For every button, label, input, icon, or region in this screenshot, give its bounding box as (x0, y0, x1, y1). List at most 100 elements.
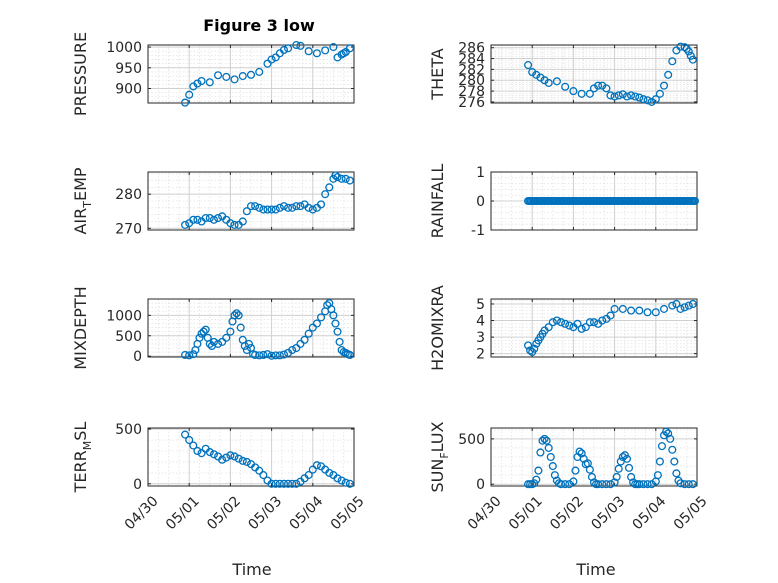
data-point (288, 346, 297, 355)
data-point (341, 478, 350, 487)
data-point (530, 344, 539, 353)
data-point (234, 311, 243, 320)
data-point (230, 311, 239, 320)
data-point (561, 480, 570, 489)
data-point (552, 77, 561, 86)
data-point (540, 434, 549, 443)
data-point (624, 463, 634, 472)
y-tick-label: 0 (133, 349, 142, 365)
data-point (546, 452, 555, 462)
data-point (680, 480, 689, 489)
data-point (255, 67, 264, 76)
data-point (548, 462, 557, 471)
data-point (655, 89, 664, 98)
data-point (618, 452, 627, 462)
data-point (181, 350, 190, 360)
y-tick-label: 500 (115, 422, 142, 438)
data-point (251, 202, 260, 211)
data-point (659, 304, 669, 313)
data-point (205, 339, 214, 348)
subplot-sun-flux: 04/30 05/01 05/02 05/03 05/04 05/05 0 500 SUNFLU… (428, 421, 711, 533)
data-point (275, 203, 284, 212)
x-axis-label-right: Time (575, 560, 615, 579)
data-point (321, 46, 330, 55)
data-point (279, 45, 289, 55)
data-point (189, 350, 198, 359)
data-point (312, 319, 321, 328)
data-point (234, 454, 243, 463)
data-point (263, 350, 272, 359)
data-point (263, 59, 272, 68)
data-point (664, 70, 673, 79)
y-tick-label: 1000 (106, 308, 142, 324)
data-point (226, 451, 235, 460)
data-point (232, 309, 241, 318)
data-point (201, 325, 210, 334)
data-point (251, 350, 260, 360)
data-point (666, 434, 675, 443)
data-point (589, 318, 599, 327)
data-point (610, 304, 619, 313)
data-point (579, 454, 588, 463)
data-point (288, 479, 297, 488)
data-point (296, 339, 305, 348)
data-point (544, 78, 553, 87)
data-point (643, 480, 652, 489)
data-point (244, 339, 253, 348)
data-point (653, 471, 662, 480)
data-point (345, 479, 354, 488)
x-tick-label: 05/03 (588, 493, 628, 533)
data-point (631, 92, 640, 101)
data-point (209, 337, 218, 346)
x-tick-label: 05/02 (547, 493, 587, 533)
data-point (329, 43, 338, 52)
y-tick-label: 500 (458, 432, 485, 448)
data-point (556, 318, 566, 327)
data-point (267, 205, 276, 214)
data-point (524, 341, 533, 350)
data-point (213, 214, 223, 223)
data-point (226, 327, 235, 336)
data-point (585, 318, 594, 327)
data-point (304, 203, 313, 212)
data-point (271, 351, 280, 360)
data-point (333, 327, 342, 336)
data-point (246, 70, 256, 79)
data-point (255, 466, 264, 475)
subplot-rainfall: -1 0 1 RAINFALL (428, 164, 699, 239)
data-point (185, 90, 194, 99)
data-point (205, 214, 214, 223)
data-point (288, 203, 297, 212)
data-point (575, 447, 584, 456)
data-point (337, 174, 346, 183)
subplot-mixdepth: 0 500 1000 MIXDEPTH (71, 286, 355, 370)
data-point (308, 205, 317, 214)
data-point (246, 202, 256, 211)
axes-box (490, 44, 698, 104)
data-point (275, 479, 284, 488)
data-point (238, 456, 247, 465)
data-point (181, 98, 190, 107)
axes-box (490, 298, 698, 358)
data-point (329, 311, 338, 320)
data-point (199, 327, 208, 336)
data-point (598, 480, 607, 489)
data-point (271, 205, 280, 214)
data-point (218, 337, 227, 346)
subplot-terr-msl: 04/30 05/01 05/02 05/03 05/04 05/05 0 500 TERRMS… (71, 422, 368, 534)
data-point (587, 472, 596, 481)
data-point (193, 215, 202, 224)
data-point (345, 176, 354, 185)
y-tick-label: 270 (115, 221, 142, 237)
data-point (627, 472, 636, 481)
data-point (193, 79, 202, 88)
data-point (321, 190, 330, 199)
data-point (331, 319, 340, 328)
data-point (284, 44, 293, 53)
x-tick-label: 05/05 (671, 493, 711, 533)
data-point (195, 333, 204, 342)
subplot-pressure: 900 950 1000 PRESSURE (71, 32, 355, 116)
data-point (612, 472, 621, 481)
